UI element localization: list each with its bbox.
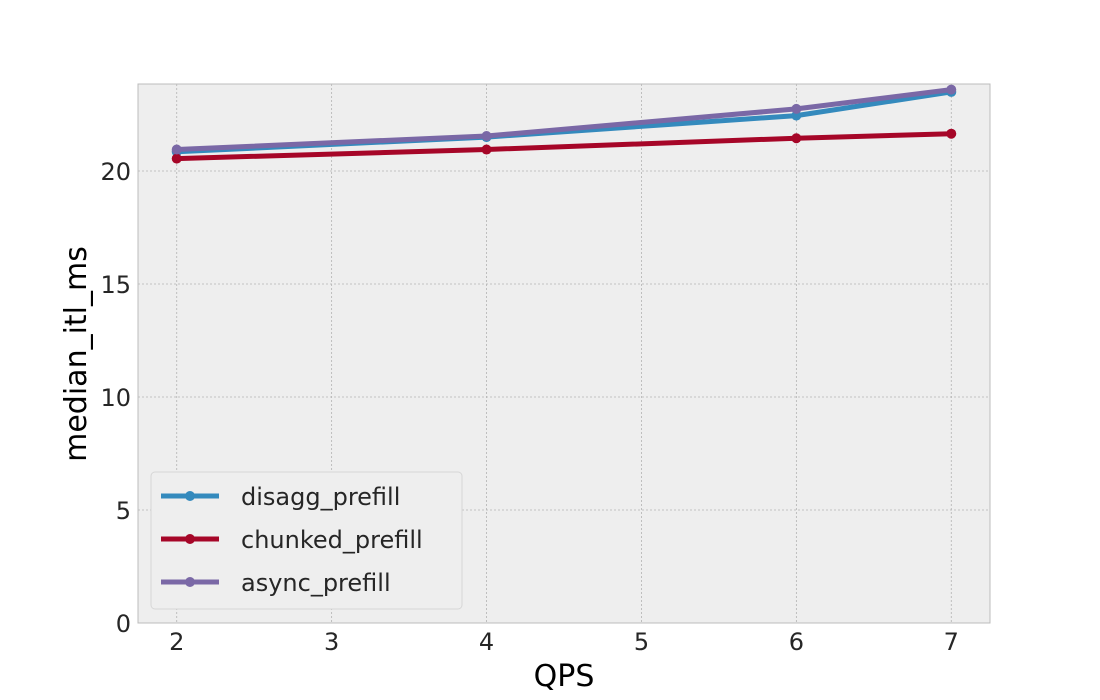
series-line-async_prefill: [176, 87, 952, 152]
y-tick-label: 15: [100, 271, 131, 299]
y-tick-label: 5: [116, 497, 131, 525]
x-axis-label: QPS: [534, 659, 595, 694]
x-tick-label: 2: [169, 628, 184, 656]
legend-label: chunked_prefill: [241, 526, 423, 554]
data-point: [481, 144, 492, 155]
data-point: [481, 130, 492, 141]
data-point: [946, 128, 957, 139]
x-tick-label: 3: [324, 628, 339, 656]
legend-swatch-marker: [185, 491, 195, 501]
plot-frame: [137, 83, 991, 624]
y-tick-label: 0: [116, 610, 131, 638]
data-point: [171, 144, 182, 155]
x-tick-label: 7: [944, 628, 959, 656]
series-chunked_prefill: [171, 128, 957, 164]
series-async_prefill: [171, 84, 957, 155]
y-tick-label: 20: [100, 158, 131, 186]
series-group: [171, 84, 957, 164]
data-point: [791, 103, 802, 114]
legend-swatch-marker: [185, 534, 195, 544]
y-axis-ticks: 0 5 10 15 20: [100, 158, 131, 638]
x-tick-label: 6: [789, 628, 804, 656]
legend-box: [150, 471, 463, 610]
legend-label: disagg_prefill: [241, 483, 400, 511]
data-point: [791, 133, 802, 144]
x-tick-label: 4: [479, 628, 494, 656]
legend-swatch-marker: [185, 577, 195, 587]
data-point: [946, 84, 957, 95]
y-tick-label: 10: [100, 384, 131, 412]
y-axis-label: median_itl_ms: [59, 246, 94, 462]
data-point: [171, 153, 182, 164]
series-line-chunked_prefill: [176, 131, 952, 162]
x-axis-ticks: 2 3 4 5 6 7: [169, 628, 959, 656]
x-tick-label: 5: [634, 628, 649, 656]
legend: disagg_prefill chunked_prefill async_prefi…: [150, 471, 463, 610]
legend-label: async_prefill: [241, 569, 391, 597]
